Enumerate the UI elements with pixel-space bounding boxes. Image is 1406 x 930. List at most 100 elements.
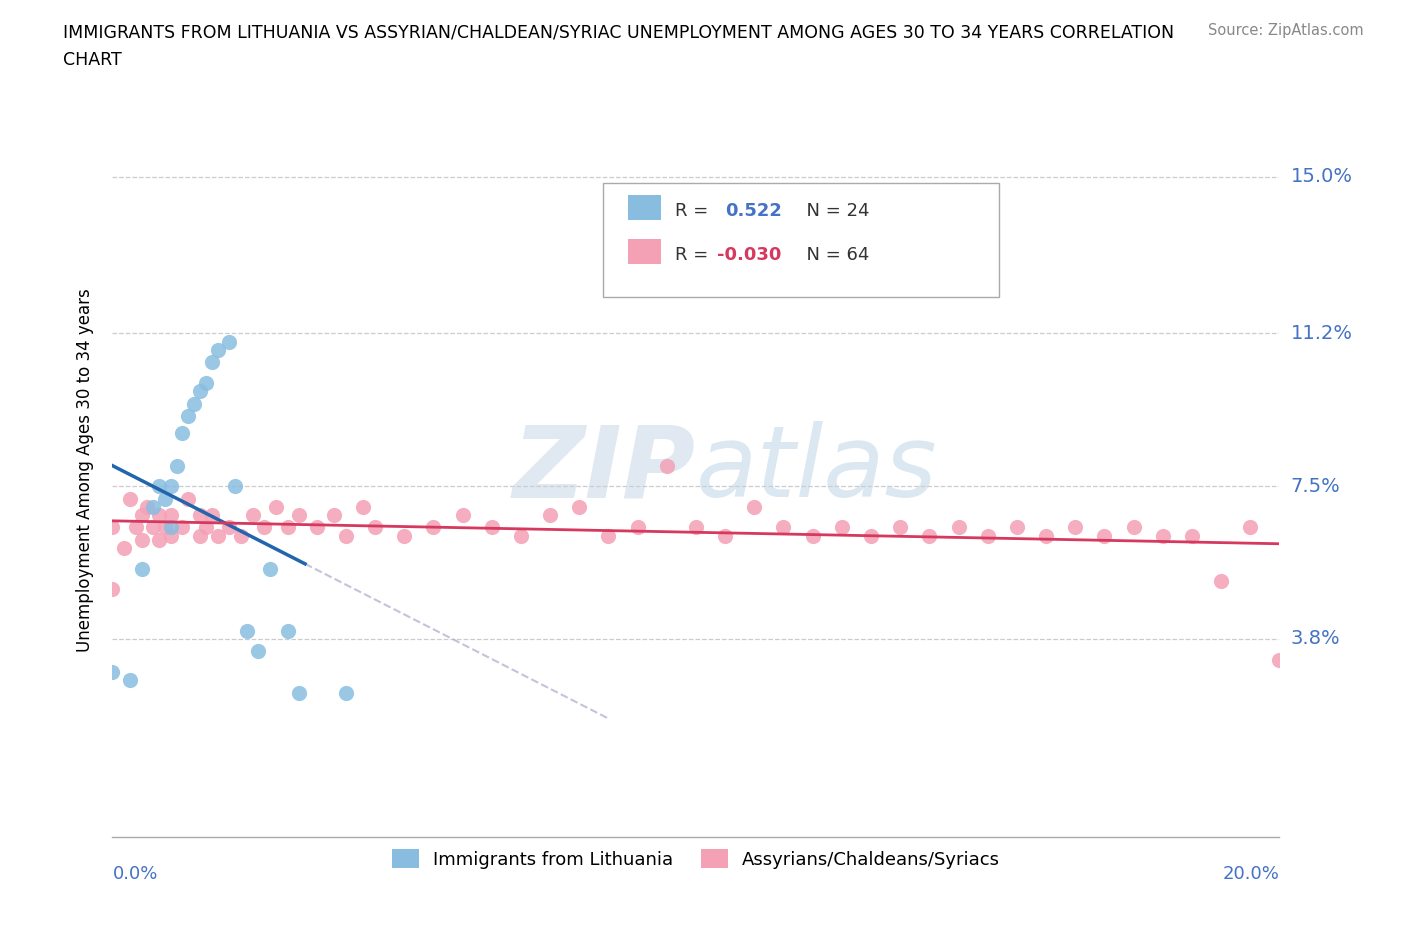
Point: [160, 508, 183, 523]
Point: [172, 425, 194, 440]
Point: [201, 355, 224, 370]
Point: [153, 520, 176, 535]
Point: [242, 508, 264, 523]
Point: [224, 479, 246, 494]
Point: [1005, 520, 1028, 535]
Point: [1209, 574, 1232, 589]
Point: [352, 499, 374, 514]
Point: [131, 508, 153, 523]
Bar: [628, 239, 661, 264]
Point: [166, 458, 188, 473]
Point: [742, 499, 765, 514]
Point: [101, 520, 124, 535]
Text: 15.0%: 15.0%: [1291, 167, 1353, 186]
Point: [1035, 528, 1057, 543]
Point: [685, 520, 707, 535]
Text: N = 64: N = 64: [796, 246, 869, 264]
Point: [451, 508, 474, 523]
Point: [831, 520, 853, 535]
Point: [131, 562, 153, 577]
Text: 7.5%: 7.5%: [1291, 477, 1340, 496]
Point: [177, 491, 200, 506]
Point: [125, 520, 148, 535]
Point: [101, 664, 124, 679]
Point: [323, 508, 346, 523]
Point: [207, 528, 229, 543]
Point: [276, 623, 298, 638]
FancyBboxPatch shape: [603, 183, 1000, 297]
Point: [860, 528, 883, 543]
Point: [235, 623, 257, 638]
Point: [1122, 520, 1144, 535]
Point: [218, 334, 240, 349]
Point: [568, 499, 591, 514]
Text: IMMIGRANTS FROM LITHUANIA VS ASSYRIAN/CHALDEAN/SYRIAC UNEMPLOYMENT AMONG AGES 30: IMMIGRANTS FROM LITHUANIA VS ASSYRIAN/CH…: [63, 23, 1174, 41]
Point: [598, 528, 620, 543]
Point: [276, 520, 298, 535]
Point: [148, 508, 170, 523]
Text: ZIP: ZIP: [513, 421, 696, 518]
Text: CHART: CHART: [63, 51, 122, 69]
Point: [305, 520, 328, 535]
Point: [188, 508, 211, 523]
Text: atlas: atlas: [696, 421, 938, 518]
Point: [288, 685, 311, 700]
Point: [229, 528, 252, 543]
Point: [335, 528, 357, 543]
Point: [218, 520, 240, 535]
Point: [655, 458, 678, 473]
Point: [160, 528, 183, 543]
Point: [1064, 520, 1087, 535]
Point: [118, 672, 141, 687]
Y-axis label: Unemployment Among Ages 30 to 34 years: Unemployment Among Ages 30 to 34 years: [76, 287, 94, 652]
Point: [976, 528, 998, 543]
Point: [112, 540, 135, 555]
Point: [918, 528, 941, 543]
Point: [801, 528, 824, 543]
Point: [172, 520, 194, 535]
Text: 20.0%: 20.0%: [1223, 865, 1279, 883]
Legend: Immigrants from Lithuania, Assyrians/Chaldeans/Syriacs: Immigrants from Lithuania, Assyrians/Cha…: [385, 842, 1007, 876]
Point: [889, 520, 911, 535]
Point: [422, 520, 444, 535]
Point: [131, 532, 153, 547]
Point: [188, 384, 211, 399]
Point: [148, 479, 170, 494]
Point: [142, 520, 165, 535]
Text: R =: R =: [675, 202, 720, 220]
Point: [714, 528, 737, 543]
Text: Source: ZipAtlas.com: Source: ZipAtlas.com: [1208, 23, 1364, 38]
Point: [148, 532, 170, 547]
Point: [364, 520, 387, 535]
Point: [335, 685, 357, 700]
Text: 0.0%: 0.0%: [112, 865, 157, 883]
Point: [118, 491, 141, 506]
Text: 11.2%: 11.2%: [1291, 324, 1353, 343]
Text: N = 24: N = 24: [796, 202, 870, 220]
Point: [509, 528, 531, 543]
Point: [101, 582, 124, 597]
Point: [183, 396, 205, 411]
Point: [1152, 528, 1174, 543]
Point: [1268, 652, 1291, 667]
Point: [136, 499, 159, 514]
Point: [772, 520, 794, 535]
Point: [188, 528, 211, 543]
Text: R =: R =: [675, 246, 714, 264]
Point: [259, 562, 281, 577]
Text: -0.030: -0.030: [717, 246, 782, 264]
Point: [177, 408, 200, 423]
Bar: [628, 195, 661, 219]
Point: [207, 342, 229, 357]
Point: [247, 644, 270, 658]
Text: 3.8%: 3.8%: [1291, 630, 1340, 648]
Point: [160, 520, 183, 535]
Point: [481, 520, 503, 535]
Point: [627, 520, 650, 535]
Point: [194, 376, 217, 391]
Point: [1094, 528, 1116, 543]
Point: [538, 508, 561, 523]
Point: [194, 520, 217, 535]
Point: [201, 508, 224, 523]
Point: [1181, 528, 1204, 543]
